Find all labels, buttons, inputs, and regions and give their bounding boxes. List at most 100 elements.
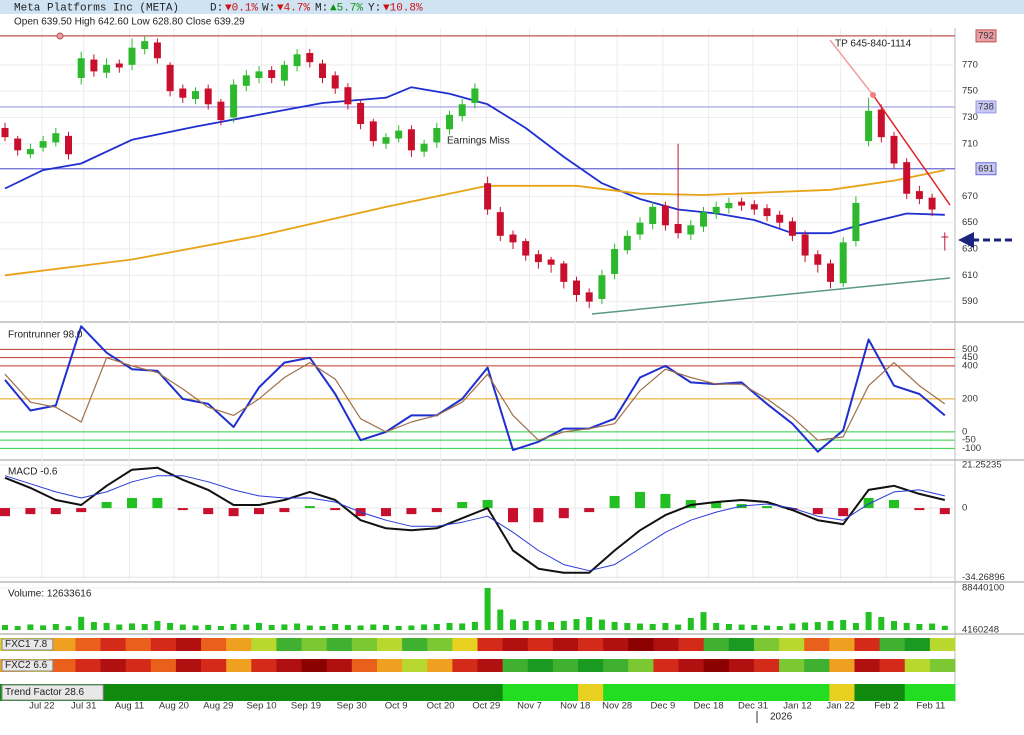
volume-bar xyxy=(471,621,478,630)
histogram-bar xyxy=(101,502,112,509)
candle-body xyxy=(255,71,263,78)
volume-bar xyxy=(459,623,466,630)
change-label: W: xyxy=(262,2,275,14)
candle-body xyxy=(382,137,390,144)
candle-body xyxy=(433,127,441,143)
heat-cell xyxy=(226,684,252,701)
volume-bar xyxy=(586,617,593,630)
candle-body xyxy=(827,263,834,282)
histogram-bar xyxy=(812,508,823,515)
y-tick-label: 670 xyxy=(962,191,978,202)
candle-body xyxy=(293,54,301,67)
candle-body xyxy=(242,75,250,86)
volume-bar xyxy=(179,624,186,630)
candle-body xyxy=(153,42,161,59)
heat-cell xyxy=(879,684,906,701)
candle-body xyxy=(65,135,72,155)
candle-body xyxy=(446,114,453,130)
heat-cell xyxy=(452,659,478,672)
volume-bar xyxy=(840,620,847,630)
strip-label-box xyxy=(1,684,104,701)
candle-body xyxy=(852,202,860,242)
volume-bar xyxy=(383,624,389,630)
heat-cell xyxy=(753,638,780,651)
volume-bar xyxy=(256,622,262,630)
volume-bar xyxy=(116,624,123,630)
volume-bar xyxy=(344,625,351,630)
heat-cell xyxy=(603,659,629,672)
y-tick-label: 88440100 xyxy=(962,583,1004,594)
volume-bar xyxy=(332,624,339,630)
heat-cell xyxy=(502,638,529,651)
heat-cell xyxy=(175,638,202,651)
candle-body xyxy=(458,104,466,117)
candle-body xyxy=(725,202,733,209)
heat-cell xyxy=(829,659,855,672)
candle-body xyxy=(166,64,174,92)
histogram-bar xyxy=(177,508,188,511)
candle-body xyxy=(877,109,885,138)
heat-cell xyxy=(427,638,453,651)
x-tick-label: Oct 29 xyxy=(472,701,500,712)
volume-bar xyxy=(52,624,59,630)
volume-bar xyxy=(281,624,288,630)
heat-cell xyxy=(904,684,931,701)
volume-bar xyxy=(103,622,110,630)
candle-body xyxy=(776,214,784,223)
heat-cell xyxy=(703,659,730,672)
volume-bar xyxy=(306,625,313,630)
x-tick-label: Dec 31 xyxy=(738,701,768,712)
candle-body xyxy=(268,70,276,78)
heat-cell xyxy=(326,638,353,651)
level-box xyxy=(975,100,997,114)
y-tick-label: 590 xyxy=(962,296,978,307)
level-label: 792 xyxy=(978,30,994,41)
volume-bar xyxy=(167,623,174,630)
y-tick-label: 21.25235 xyxy=(962,460,1002,471)
candle-body xyxy=(306,52,314,63)
heat-cell xyxy=(301,638,328,651)
y-tick-label: 730 xyxy=(962,112,978,123)
y-tick-label: 610 xyxy=(962,270,978,281)
histogram-bar xyxy=(0,508,10,517)
heat-cell xyxy=(653,684,679,701)
candle-body xyxy=(395,130,403,139)
candle-body xyxy=(39,141,47,148)
candle-body xyxy=(217,101,225,121)
heat-cell xyxy=(653,638,679,651)
change-value: ▼4.7% xyxy=(277,2,310,14)
heat-cell xyxy=(452,684,478,701)
heat-cell xyxy=(50,659,76,672)
histogram-bar xyxy=(609,495,620,509)
volume-bar xyxy=(141,624,148,630)
strip-label: FXC2 6.6 xyxy=(5,660,48,671)
heat-cell xyxy=(100,638,127,651)
price-arrow-head xyxy=(958,232,974,248)
y-tick-label: 770 xyxy=(962,59,978,70)
heat-cell xyxy=(175,684,202,701)
x-tick-label: Jan 22 xyxy=(826,701,855,712)
volume-bar xyxy=(40,625,47,630)
x-tick-label: Aug 29 xyxy=(203,701,233,712)
y-tick-label: 200 xyxy=(962,393,978,404)
volume-bar xyxy=(827,620,834,630)
heat-cell xyxy=(75,638,101,651)
level-box xyxy=(975,29,997,43)
heat-cell xyxy=(376,638,403,651)
heat-cell xyxy=(653,659,679,672)
volume-bar xyxy=(395,625,402,630)
indicator-line xyxy=(4,357,946,441)
y-tick-label: 750 xyxy=(962,86,978,97)
volume-bar xyxy=(2,624,8,630)
heat-cell xyxy=(804,638,830,651)
volume-bar xyxy=(725,624,732,630)
candle-body xyxy=(496,212,504,236)
x-tick-label: Nov 7 xyxy=(517,701,542,712)
heat-cell xyxy=(703,638,730,651)
candle-body xyxy=(115,63,123,68)
volume-bar xyxy=(941,625,948,630)
candle-body xyxy=(26,149,34,155)
heat-cell xyxy=(678,659,705,672)
candle-body xyxy=(928,197,936,210)
